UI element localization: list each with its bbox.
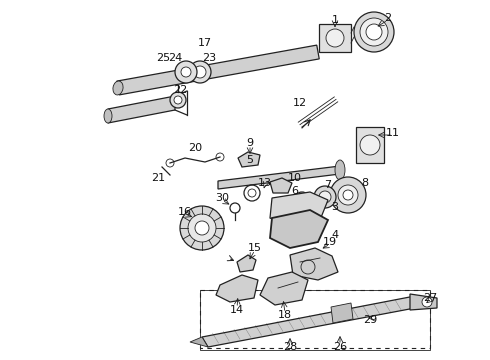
Circle shape xyxy=(180,206,224,250)
Text: 16: 16 xyxy=(178,207,192,217)
Circle shape xyxy=(194,66,206,78)
Circle shape xyxy=(343,190,353,200)
Polygon shape xyxy=(238,152,260,167)
Polygon shape xyxy=(108,96,175,123)
Polygon shape xyxy=(202,296,415,347)
Circle shape xyxy=(294,192,310,208)
Circle shape xyxy=(360,18,388,46)
Polygon shape xyxy=(356,127,384,163)
Text: 5: 5 xyxy=(246,155,253,165)
Text: 28: 28 xyxy=(283,342,297,352)
Text: 9: 9 xyxy=(246,138,253,148)
Text: 21: 21 xyxy=(151,173,165,183)
Circle shape xyxy=(188,214,216,242)
Text: 7: 7 xyxy=(324,180,332,190)
Text: 12: 12 xyxy=(293,98,307,108)
Text: 29: 29 xyxy=(363,315,377,325)
Polygon shape xyxy=(237,255,256,272)
Text: 11: 11 xyxy=(386,128,400,138)
Text: 6: 6 xyxy=(292,186,298,196)
Polygon shape xyxy=(190,337,208,347)
Polygon shape xyxy=(218,166,340,189)
Circle shape xyxy=(366,24,382,40)
Circle shape xyxy=(175,61,197,83)
Text: 23: 23 xyxy=(202,53,216,63)
Polygon shape xyxy=(270,178,292,193)
Text: 17: 17 xyxy=(198,38,212,48)
Circle shape xyxy=(338,185,358,205)
Polygon shape xyxy=(319,24,351,52)
Text: 25: 25 xyxy=(156,53,170,63)
Text: 22: 22 xyxy=(173,85,187,95)
Text: 13: 13 xyxy=(258,178,272,188)
Circle shape xyxy=(422,297,432,307)
Circle shape xyxy=(181,67,191,77)
Text: 24: 24 xyxy=(168,53,182,63)
Circle shape xyxy=(319,191,331,203)
Circle shape xyxy=(326,29,344,47)
Text: 8: 8 xyxy=(362,178,368,188)
Text: 3: 3 xyxy=(332,202,339,212)
Text: 19: 19 xyxy=(323,237,337,247)
Text: 10: 10 xyxy=(288,173,302,183)
Ellipse shape xyxy=(335,160,345,180)
Polygon shape xyxy=(410,294,437,310)
Ellipse shape xyxy=(113,81,123,95)
Text: 2: 2 xyxy=(385,13,392,23)
Text: 30: 30 xyxy=(215,193,229,203)
Polygon shape xyxy=(260,272,308,305)
Text: 26: 26 xyxy=(333,342,347,352)
Text: 4: 4 xyxy=(331,230,339,240)
Text: 1: 1 xyxy=(332,15,339,25)
Polygon shape xyxy=(216,275,258,302)
Circle shape xyxy=(189,61,211,83)
Circle shape xyxy=(170,92,186,108)
Circle shape xyxy=(195,221,209,235)
Polygon shape xyxy=(270,192,328,225)
Circle shape xyxy=(360,135,380,155)
Circle shape xyxy=(174,96,182,104)
Text: 18: 18 xyxy=(278,310,292,320)
Polygon shape xyxy=(117,45,319,95)
Circle shape xyxy=(354,12,394,52)
Circle shape xyxy=(330,177,366,213)
Circle shape xyxy=(314,186,336,208)
Circle shape xyxy=(298,196,306,204)
Polygon shape xyxy=(270,210,328,248)
Text: 27: 27 xyxy=(423,293,437,303)
Text: 15: 15 xyxy=(248,243,262,253)
Text: 14: 14 xyxy=(230,305,244,315)
Ellipse shape xyxy=(104,109,112,123)
Polygon shape xyxy=(290,248,338,280)
Text: 20: 20 xyxy=(188,143,202,153)
Polygon shape xyxy=(331,303,353,323)
